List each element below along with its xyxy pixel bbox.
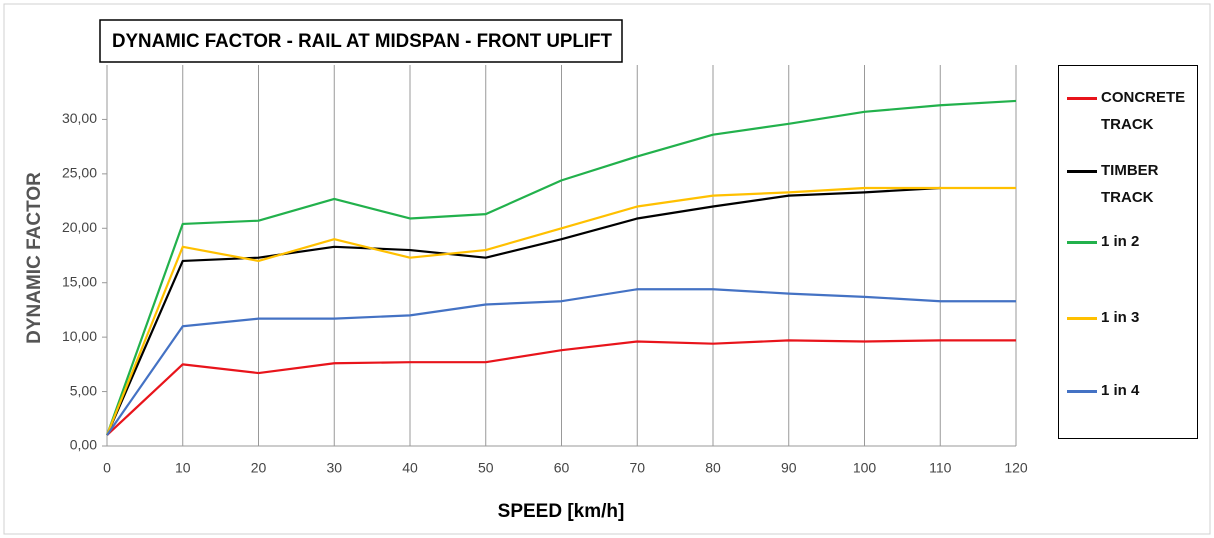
- x-tick-label: 110: [929, 460, 952, 476]
- series-line: [105, 186, 1016, 436]
- title-box: [99, 19, 623, 63]
- x-tick-label: 80: [705, 460, 721, 476]
- series-line: [105, 186, 941, 436]
- legend-swatch: [1067, 170, 1097, 173]
- legend-item: CONCRETE TRACK: [1067, 88, 1191, 138]
- y-tick-label: 15,00: [62, 273, 97, 289]
- x-tick-label: 90: [781, 460, 797, 476]
- y-tick-label: 25,00: [62, 165, 97, 181]
- legend-item: 1 in 2: [1067, 232, 1191, 255]
- x-tick-label: 0: [103, 460, 111, 476]
- legend-label: 1 in 2: [1101, 233, 1140, 250]
- legend-label: 1 in 4: [1101, 382, 1140, 399]
- y-tick-label: 0,00: [70, 437, 97, 453]
- series-line: [105, 99, 1017, 436]
- chart-title: DYNAMIC FACTOR - RAIL AT MIDSPAN - FRONT…: [112, 31, 612, 52]
- x-tick-label: 40: [402, 460, 418, 476]
- x-tick-label: 100: [853, 460, 877, 476]
- legend-label: CONCRETE TRACK: [1101, 89, 1186, 133]
- x-tick-label: 10: [175, 460, 191, 476]
- x-tick-label: 20: [251, 460, 267, 476]
- x-tick-label: 30: [326, 460, 342, 476]
- legend-swatch: [1067, 390, 1097, 393]
- x-tick-label: 60: [554, 460, 570, 476]
- legend-item: 1 in 4: [1067, 381, 1191, 404]
- y-tick-label: 30,00: [62, 110, 97, 126]
- frame: [3, 3, 1211, 535]
- y-axis-label: DYNAMIC FACTOR: [24, 172, 45, 344]
- x-tick-label: 50: [478, 460, 494, 476]
- x-tick-label: 120: [1004, 460, 1028, 476]
- y-tick-label: 5,00: [70, 382, 97, 398]
- legend-item: TIMBER TRACK: [1067, 161, 1191, 211]
- x-axis-label: SPEED [km/h]: [498, 501, 625, 522]
- legend-label: TIMBER TRACK: [1101, 162, 1159, 206]
- y-tick-label: 10,00: [62, 328, 97, 344]
- legend-item: 1 in 3: [1067, 308, 1191, 331]
- x-tick-label: 70: [629, 460, 645, 476]
- legend-swatch: [1067, 317, 1097, 320]
- legend: CONCRETE TRACK TIMBER TRACK 1 in 2 1 in 3 1 …: [1058, 65, 1198, 439]
- legend-label: 1 in 3: [1101, 309, 1140, 326]
- y-tick-label: 20,00: [62, 219, 97, 235]
- legend-swatch: [1067, 97, 1097, 100]
- series-line: [106, 339, 1016, 436]
- legend-swatch: [1067, 241, 1097, 244]
- series-line: [106, 288, 1016, 436]
